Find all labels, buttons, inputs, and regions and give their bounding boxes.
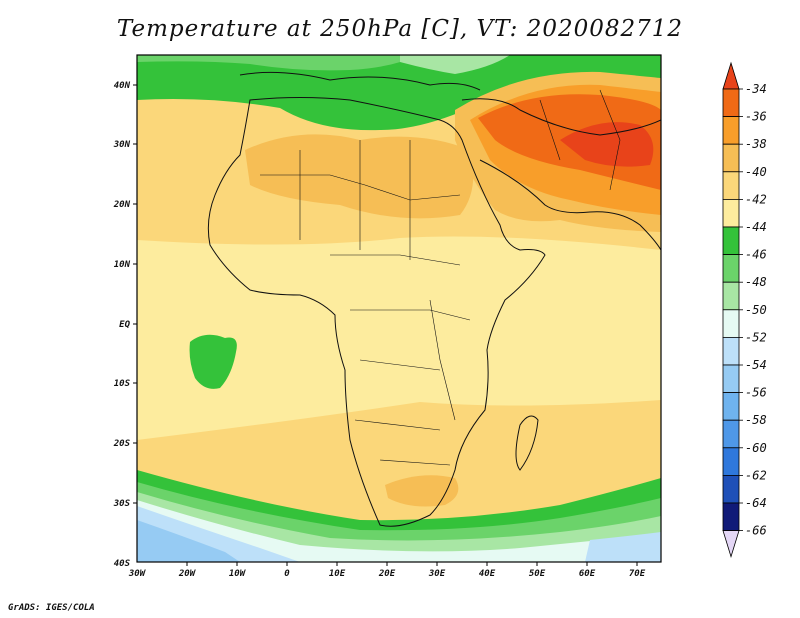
colorbar-swatch	[722, 171, 740, 200]
lon-label-30e: 30E	[428, 569, 446, 579]
colorbar-label: -42	[745, 192, 767, 206]
arabia-coastline	[479, 159, 661, 251]
country-borders	[260, 89, 621, 466]
lat-label-40n: 40N	[114, 81, 131, 91]
field-minus56-south	[137, 520, 240, 562]
lat-label-30s: 30S	[113, 499, 131, 509]
europe-coastline	[239, 71, 481, 91]
lat-label-20n: 20N	[113, 200, 131, 210]
field-minus46-north	[137, 55, 661, 131]
colorbar-label: -44	[745, 220, 767, 234]
field-minus48-north	[137, 55, 420, 71]
colorbar-under-triangle	[722, 530, 740, 558]
longitude-axis: 30W 20W 10W 0 10E 20E 30E 40E 50E 60E 70…	[128, 562, 646, 579]
colorbar-label: -48	[745, 275, 767, 289]
colorbar-swatch	[722, 226, 740, 256]
border-line	[354, 359, 451, 466]
lon-label-30w: 30W	[128, 569, 147, 579]
colorbar: -34 -36 -38 -40 -42 -44 -46 -48 -50 -52 -54 -56 -58 -…	[722, 61, 767, 558]
asia-coastline	[461, 98, 661, 136]
colorbar-swatch	[722, 116, 740, 145]
field-minus46-atlantic	[189, 334, 237, 389]
colorbar-label: -36	[745, 110, 767, 124]
colorbar-swatch	[722, 419, 740, 449]
colorbar-swatch	[722, 309, 740, 338]
lon-label-60e: 60E	[579, 569, 596, 579]
lon-label-10w: 10W	[229, 569, 247, 579]
border-line	[260, 174, 461, 201]
lat-label-30n: 30N	[113, 140, 131, 150]
lat-label-40s: 40S	[114, 559, 131, 569]
lat-label-10s: 10S	[114, 379, 131, 389]
latitude-axis: 40N 30N 20N 10N EQ 10S 20S 30S 40S	[113, 81, 137, 569]
lon-label-70e: 70E	[629, 569, 646, 579]
colorbar-over-triangle	[722, 61, 740, 90]
colorbar-swatch	[722, 336, 740, 366]
colorbar-label: -40	[745, 165, 767, 179]
lon-label-10e: 10E	[329, 569, 346, 579]
colorbar-swatch	[722, 502, 740, 532]
colorbar-label: -58	[745, 413, 767, 427]
border-line	[330, 254, 471, 321]
lon-label-0: 0	[284, 569, 290, 579]
colorbar-label: -54	[745, 358, 767, 372]
field-minus44-band	[137, 236, 661, 440]
colorbar-swatch	[722, 447, 740, 476]
lon-label-40e: 40E	[479, 569, 496, 579]
colorbar-label: -64	[745, 496, 767, 510]
field-minus40-sahara	[245, 134, 474, 219]
colorbar-swatch	[722, 198, 740, 228]
map-frame	[136, 54, 662, 563]
colorbar-label: -66	[745, 524, 767, 538]
field-minus34-core	[560, 122, 654, 167]
colorbar-swatch	[722, 392, 740, 421]
field-minus52-south	[137, 500, 661, 562]
temperature-field	[137, 55, 661, 562]
colorbar-swatch	[722, 254, 740, 283]
footer-credit: GrADS: IGES/COLA	[8, 603, 95, 613]
colorbar-label: -46	[745, 248, 767, 262]
lon-label-20w: 20W	[178, 569, 197, 579]
colorbar-label: -38	[745, 137, 767, 151]
colorbar-label: -52	[745, 330, 767, 344]
colorbar-swatch	[722, 474, 740, 504]
coastlines	[207, 71, 661, 527]
colorbar-label: -50	[745, 303, 767, 317]
field-minus50-north	[400, 55, 510, 74]
lat-label-20s: 20S	[113, 439, 131, 449]
madagascar-coastline	[515, 415, 539, 471]
lon-label-50e: 50E	[529, 569, 546, 579]
colorbar-swatch	[722, 281, 740, 311]
border-line	[429, 299, 456, 421]
colorbar-label: -34	[745, 82, 767, 96]
lat-label-10n: 10N	[114, 260, 131, 270]
lat-label-eq: EQ	[119, 320, 130, 330]
colorbar-swatch	[722, 143, 740, 173]
border-line	[299, 140, 411, 260]
field-minus40-south	[385, 475, 459, 507]
field-minus54-southeast	[585, 532, 661, 562]
map-title: Temperature at 250hPa [C], VT: 202008271…	[116, 16, 684, 42]
colorbar-swatch	[722, 88, 740, 118]
colorbar-label: -56	[745, 386, 767, 400]
colorbar-label: -60	[745, 441, 767, 455]
lon-label-20e: 20E	[378, 569, 396, 579]
africa-coastline	[207, 97, 546, 527]
colorbar-label: -62	[745, 468, 767, 482]
colorbar-swatch	[722, 364, 740, 394]
border-line	[539, 89, 621, 191]
